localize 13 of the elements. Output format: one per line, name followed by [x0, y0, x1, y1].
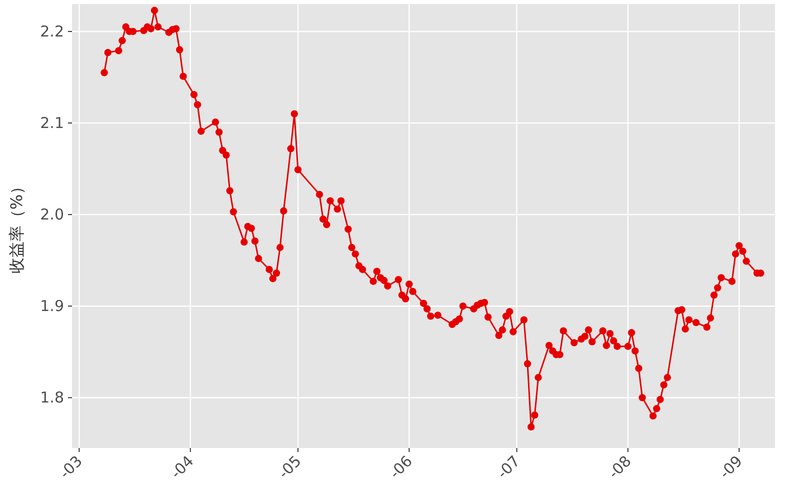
x-tick-label: -06 [386, 452, 416, 482]
x-tick-label: -03 [56, 452, 86, 482]
x-tick-label: -07 [494, 452, 524, 482]
x-tick-label: -09 [716, 452, 746, 482]
y-tick-label: 2.0 [40, 206, 64, 224]
y-tick-label: 2.2 [40, 22, 64, 40]
x-tick-label: -08 [604, 452, 635, 482]
y-tick-label: 1.9 [40, 297, 64, 316]
x-tick-label: -04 [167, 452, 198, 482]
y-axis-title: 收益率（%） [7, 178, 26, 274]
x-tick-label: -05 [274, 452, 305, 482]
y-tick-label: 1.8 [40, 388, 64, 407]
y-tick-label: 2.1 [40, 114, 64, 132]
